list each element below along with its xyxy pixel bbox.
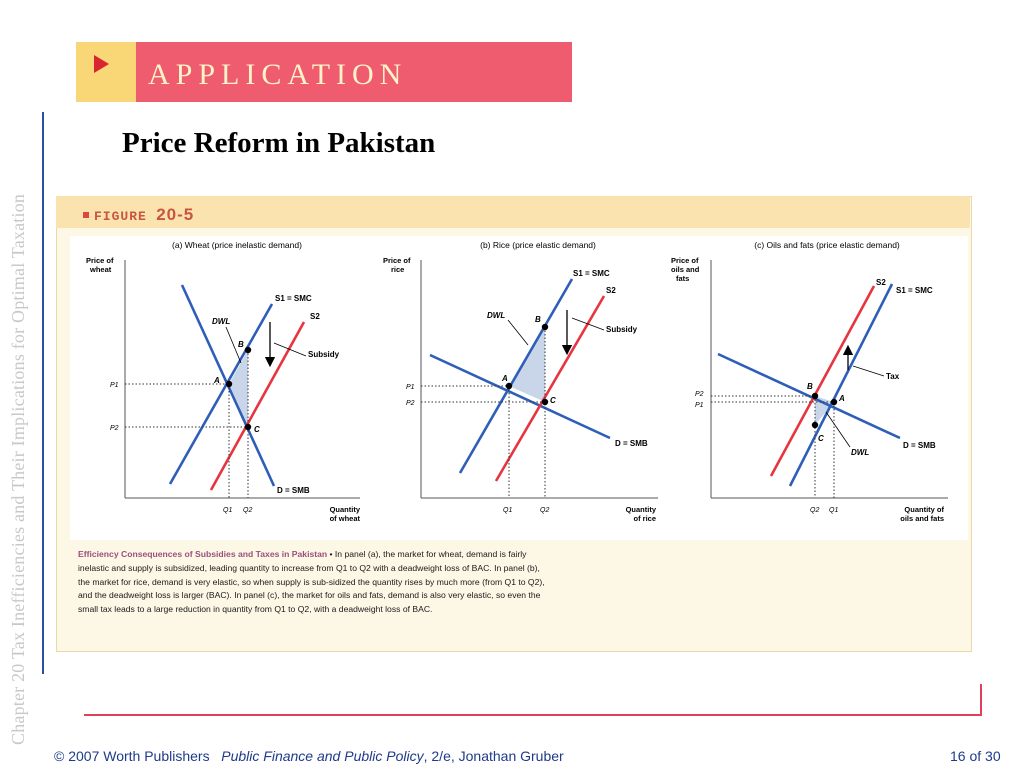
panel-b-p2-tick: P2 xyxy=(406,400,415,407)
panel-b-label-a: A xyxy=(501,374,508,383)
panel-b-subsidy-leader xyxy=(571,317,605,331)
panel-a-p2-tick: P2 xyxy=(110,425,119,432)
panel-c-supply2-line xyxy=(769,285,876,477)
panel-c-point-c xyxy=(811,421,819,429)
figure-caption: Efficiency Consequences of Subsidies and… xyxy=(78,548,548,617)
panel-a-q2-tick: Q2 xyxy=(243,507,252,514)
panel-a-subsidy-leader xyxy=(273,342,307,357)
panel-c-q1-tick: Q1 xyxy=(829,507,838,514)
figure-label-word: FIGURE xyxy=(94,209,147,224)
panel-b-d-label: D = SMB xyxy=(615,439,648,448)
panel-a-ylabel: Price of wheat xyxy=(86,256,114,274)
footer-citation: © 2007 Worth Publishers Public Finance a… xyxy=(54,748,564,764)
panel-a-dwl-leader xyxy=(225,326,242,364)
panel-b-supply1-line xyxy=(458,278,574,474)
caption-title: Efficiency Consequences of Subsidies and… xyxy=(78,549,328,559)
square-bullet-icon xyxy=(83,212,89,218)
panel-c-oils-fats: (c) Oils and fats (price elastic demand)… xyxy=(671,240,948,523)
banner-label: APPLICATION xyxy=(148,58,408,91)
panel-b-dwl-area xyxy=(509,327,545,402)
panel-a-supply1-line xyxy=(168,303,274,485)
panel-c-dwl-area xyxy=(815,396,834,425)
panel-b-supply2-line xyxy=(494,295,606,482)
page-number: 16 of 30 xyxy=(950,748,1001,764)
panel-b-q1-tick: Q1 xyxy=(503,507,512,514)
application-banner xyxy=(136,42,572,102)
panel-b-dwl-leader xyxy=(507,319,529,346)
panel-a-label-a: A xyxy=(213,376,220,385)
panel-b-xlabel: Quantity of rice xyxy=(626,505,657,523)
panel-a-dwl-label: DWL xyxy=(212,317,230,326)
figure-label: FIGURE 20-5 xyxy=(94,205,194,225)
panel-b-s1-label: S1 = SMC xyxy=(573,269,610,278)
panel-b-label-b: B xyxy=(535,315,541,324)
panel-c-dwl-leader xyxy=(825,411,851,448)
panel-a-point-a xyxy=(225,380,233,388)
panel-b-label-c: C xyxy=(550,396,556,405)
panel-c-label-c: C xyxy=(818,434,824,443)
panel-c-point-b xyxy=(811,392,819,400)
play-arrow-icon xyxy=(94,55,109,73)
panel-b-p1-tick: P1 xyxy=(406,384,415,391)
panel-a-s1-label: S1 = SMC xyxy=(275,294,312,303)
panel-c-q2-tick: Q2 xyxy=(810,507,819,514)
panel-a-p1-tick: P1 xyxy=(110,382,119,389)
footer-edition-author: , 2/e, Jonathan Gruber xyxy=(423,748,564,764)
panel-c-title: (c) Oils and fats (price elastic demand) xyxy=(754,240,900,250)
panel-b-title: (b) Rice (price elastic demand) xyxy=(480,240,596,250)
panel-c-ylabel: Price of oils and fats xyxy=(671,256,700,283)
panel-a-q1-tick: Q1 xyxy=(223,507,232,514)
figure-number: 20-5 xyxy=(156,205,195,224)
panel-a-title: (a) Wheat (price inelastic demand) xyxy=(172,240,302,250)
panel-c-label-b: B xyxy=(807,382,813,391)
footer-divider xyxy=(84,714,982,716)
panel-b-rice: (b) Rice (price elastic demand) Price of… xyxy=(383,240,658,523)
panel-a-point-c xyxy=(244,423,252,431)
panel-b-demand-line xyxy=(429,353,611,440)
panel-a-label-c: C xyxy=(254,425,260,434)
panel-b-s2-label: S2 xyxy=(606,286,616,295)
panel-a-label-b: B xyxy=(238,340,244,349)
footer-divider-tick xyxy=(980,684,982,716)
panel-c-label-a: A xyxy=(838,394,845,403)
panel-c-d-label: D = SMB xyxy=(903,441,936,450)
panel-a-xlabel: Quantity of wheat xyxy=(330,505,361,523)
panel-b-ylabel: Price of rice xyxy=(383,256,411,274)
panel-b-point-a xyxy=(505,382,513,390)
sidebar-divider xyxy=(42,112,44,674)
panel-c-point-a xyxy=(830,398,838,406)
panel-b-point-b xyxy=(541,323,549,331)
panel-c-p1-tick: P1 xyxy=(695,402,704,409)
panel-c-tax-label: Tax xyxy=(886,372,900,381)
panel-c-tax-leader xyxy=(852,365,885,377)
panel-b-point-c xyxy=(541,398,549,406)
panel-a-supply2-line xyxy=(209,321,306,491)
panel-c-dwl-label: DWL xyxy=(851,448,869,457)
panel-b-dwl-label: DWL xyxy=(487,311,505,320)
panel-b-subsidy-label: Subsidy xyxy=(606,325,638,334)
panel-a-wheat: (a) Wheat (price inelastic demand) Price… xyxy=(86,240,361,523)
panel-c-supply1-line xyxy=(788,283,894,487)
slide-title: Price Reform in Pakistan xyxy=(122,127,436,159)
panel-c-s2-label: S2 xyxy=(876,278,886,287)
panel-b-q2-tick: Q2 xyxy=(540,507,549,514)
footer-book-title: Public Finance and Public Policy xyxy=(221,748,424,764)
figure-header xyxy=(56,196,970,228)
panel-c-s1-label: S1 = SMC xyxy=(896,286,933,295)
panel-a-point-b xyxy=(244,346,252,354)
footer-copyright: © 2007 Worth Publishers xyxy=(54,748,210,764)
panel-a-dwl-area xyxy=(229,350,248,427)
panel-a-subsidy-label: Subsidy xyxy=(308,350,340,359)
caption-body: • In panel (a), the market for wheat, de… xyxy=(78,549,545,615)
panel-c-p2-tick: P2 xyxy=(695,391,704,398)
panel-a-s2-label: S2 xyxy=(310,312,320,321)
panel-c-xlabel: Quantity of oils and fats xyxy=(900,505,944,523)
panel-a-d-label: D = SMB xyxy=(277,486,310,495)
